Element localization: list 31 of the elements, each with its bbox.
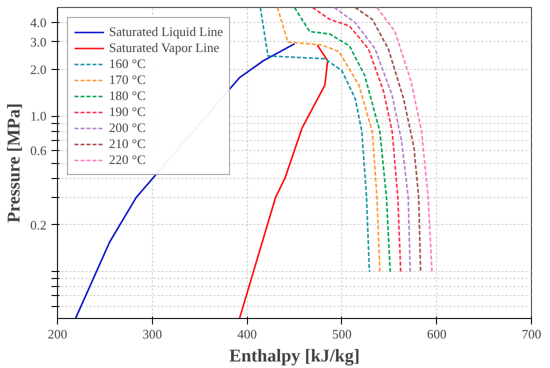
legend-label: 180 °C	[109, 88, 146, 104]
legend-label: 190 °C	[109, 104, 146, 120]
y-tick-label: 2.0	[30, 62, 46, 77]
y-tick-label: 0.6	[30, 143, 47, 158]
y-tick-label: 1.0	[30, 108, 46, 124]
x-axis-title: Enthalpy [kJ/kg]	[229, 346, 360, 366]
y-tick-label: 4.0	[30, 15, 46, 30]
line-series	[376, 8, 433, 272]
legend-label: 160 °C	[109, 56, 146, 72]
line-series	[294, 8, 392, 272]
line-series	[354, 8, 422, 272]
line-series	[238, 44, 328, 318]
legend-label: Saturated Liquid Line	[109, 24, 224, 40]
x-tick-label: 700	[522, 326, 542, 342]
legend-label: 210 °C	[109, 136, 146, 152]
x-tick-label: 300	[142, 326, 162, 342]
line-series	[276, 8, 381, 272]
legend-label: Saturated Vapor Line	[109, 40, 220, 56]
x-tick-label: 600	[426, 326, 446, 342]
legend-label: 220 °C	[109, 152, 146, 168]
line-series	[312, 8, 402, 272]
line-series	[260, 8, 370, 272]
x-tick-label: 400	[237, 326, 257, 342]
x-tick-label: 500	[332, 326, 352, 342]
line-series	[334, 8, 411, 272]
y-tick-label: 0.2	[30, 217, 46, 232]
y-axis-title: Pressure [MPa]	[3, 103, 24, 223]
legend-label: 200 °C	[109, 120, 146, 136]
x-tick-label: 200	[48, 326, 68, 342]
legend-label: 170 °C	[109, 72, 146, 88]
y-tick-label: 3.0	[30, 34, 46, 50]
